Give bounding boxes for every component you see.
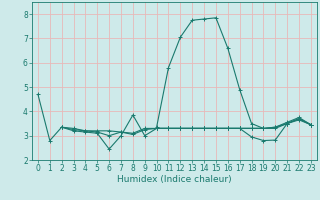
X-axis label: Humidex (Indice chaleur): Humidex (Indice chaleur) xyxy=(117,175,232,184)
